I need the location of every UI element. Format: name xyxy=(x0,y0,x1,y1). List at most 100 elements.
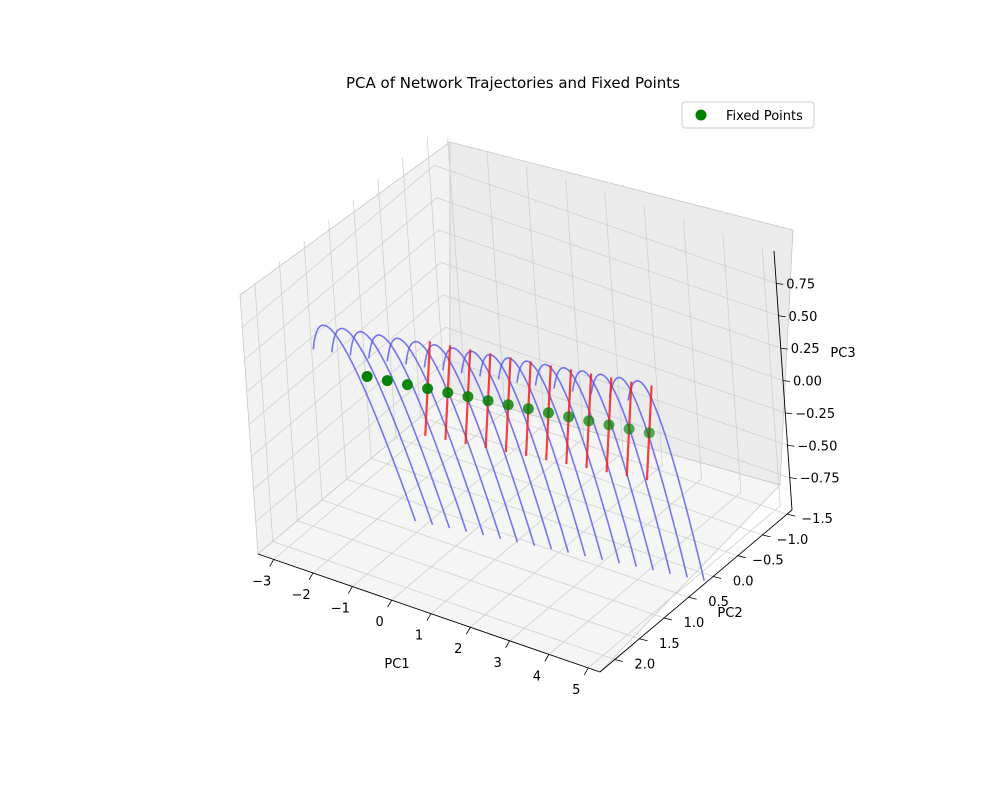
x-tick-mark xyxy=(308,572,314,581)
y-tick-mark xyxy=(614,659,623,662)
y-tick-mark xyxy=(737,555,746,559)
y-tick-label: 0.5 xyxy=(708,595,729,610)
y-tick-mark xyxy=(688,596,697,600)
fixed-point xyxy=(361,371,373,383)
trajectory-line xyxy=(516,360,604,560)
y-tick-label: −0.5 xyxy=(752,554,784,569)
z-axis-label: PC3 xyxy=(830,346,855,361)
x-tick-label: 2 xyxy=(454,642,462,657)
y-tick-mark xyxy=(639,638,648,642)
z-gridline xyxy=(253,326,788,490)
fixed-point xyxy=(522,403,534,415)
trajectory-line xyxy=(534,363,621,564)
y-axis-label: PC2 xyxy=(717,606,742,621)
z-gridline xyxy=(244,197,779,361)
trajectories xyxy=(312,324,705,581)
x-tick-mark xyxy=(465,627,471,635)
fixed-point xyxy=(422,383,434,395)
fixed-point xyxy=(401,379,413,391)
legend: Fixed Points xyxy=(681,101,815,129)
y-gridline xyxy=(352,199,714,577)
x-axis-line xyxy=(257,553,601,673)
z-gridline xyxy=(255,359,790,522)
x-tick-label: −2 xyxy=(291,588,310,603)
z-tick-label: −0.25 xyxy=(795,407,835,422)
trajectory-line xyxy=(553,366,638,567)
y-gridline xyxy=(278,261,640,640)
fixed-point xyxy=(623,423,635,435)
x-tick-label: 3 xyxy=(493,656,501,671)
z-tick-label: 0.00 xyxy=(793,375,822,390)
y-axis-line xyxy=(599,509,793,673)
x-tick-label: −1 xyxy=(331,602,350,617)
trajectory-line xyxy=(497,357,587,557)
fixed-point xyxy=(603,419,615,431)
z-tick-mark xyxy=(782,380,791,382)
z-tick-label: −0.75 xyxy=(800,472,840,487)
x-tick-label: 4 xyxy=(533,669,541,684)
y-tick-mark xyxy=(762,534,771,538)
z-tick-mark xyxy=(778,315,786,318)
legend-marker xyxy=(695,109,707,121)
legend-box xyxy=(681,101,815,129)
z-tick-label: −0.50 xyxy=(798,439,838,454)
y-gridline xyxy=(377,178,738,557)
z-tick-mark xyxy=(789,477,797,480)
tick-labels: −3 −2 −1 0 1 2 3 4 5 −1.5 −1.0 −0.5 0.0 0.51.0 1.5 2.0 −… xyxy=(252,277,839,698)
trajectory-line xyxy=(368,334,468,532)
trajectory-line xyxy=(442,347,536,546)
x-tick-label: 5 xyxy=(572,683,580,698)
x-axis-label: PC1 xyxy=(384,657,409,672)
z-tick-mark xyxy=(780,347,788,350)
y-tick-label: 0.0 xyxy=(733,574,754,589)
legend-label: Fixed Points xyxy=(726,109,803,124)
trajectory-line xyxy=(405,340,502,539)
x-tick-mark xyxy=(505,640,510,649)
fixed-point xyxy=(502,399,514,411)
z-tick-mark xyxy=(785,412,793,415)
y-tick-label: 2.0 xyxy=(634,658,655,673)
axis-lines xyxy=(257,250,797,676)
x-tick-mark xyxy=(269,559,275,567)
y-tick-label: −1.0 xyxy=(777,533,809,548)
fixed-point xyxy=(643,427,655,439)
chart-title: PCA of Network Trajectories and Fixed Po… xyxy=(346,74,680,92)
x-tick-label: −3 xyxy=(252,574,271,589)
fixed-point xyxy=(442,387,454,399)
fixed-point xyxy=(482,395,494,407)
trajectory-line xyxy=(386,337,485,536)
x-tick-mark xyxy=(426,613,432,621)
trajectory-line xyxy=(608,376,688,578)
y-gridline xyxy=(303,240,665,619)
fixed-point xyxy=(583,415,595,427)
y-tick-mark xyxy=(663,617,673,621)
z-tick-mark xyxy=(787,444,795,447)
y-tick-label: 1.0 xyxy=(684,616,705,631)
x-tick-mark xyxy=(583,667,589,676)
x-tick-mark xyxy=(387,599,393,608)
trajectory-line xyxy=(571,370,655,571)
x-tick-label: 0 xyxy=(376,615,384,630)
z-tick-mark xyxy=(776,282,784,285)
y-tick-label: −1.5 xyxy=(801,512,833,527)
z-gridline xyxy=(246,229,781,393)
y-gridline xyxy=(402,157,763,536)
z-tick-label: 0.25 xyxy=(791,342,820,357)
trajectory-line xyxy=(590,373,671,574)
fixed-point xyxy=(563,411,575,423)
trajectory-line xyxy=(479,353,570,553)
z-gridline xyxy=(241,164,777,328)
trajectory-line xyxy=(627,379,705,581)
fixed-point xyxy=(462,391,474,403)
fixed-point xyxy=(381,375,393,387)
z-gridline xyxy=(250,294,786,458)
z-tick-label: 0.50 xyxy=(789,310,818,325)
y-tick-mark xyxy=(786,513,796,517)
z-gridline xyxy=(248,262,784,425)
fixed-points xyxy=(361,371,655,439)
x-tick-label: 1 xyxy=(415,629,423,644)
y-gridline xyxy=(328,220,689,598)
trajectory-line xyxy=(349,330,451,529)
y-tick-label: 1.5 xyxy=(659,637,680,652)
